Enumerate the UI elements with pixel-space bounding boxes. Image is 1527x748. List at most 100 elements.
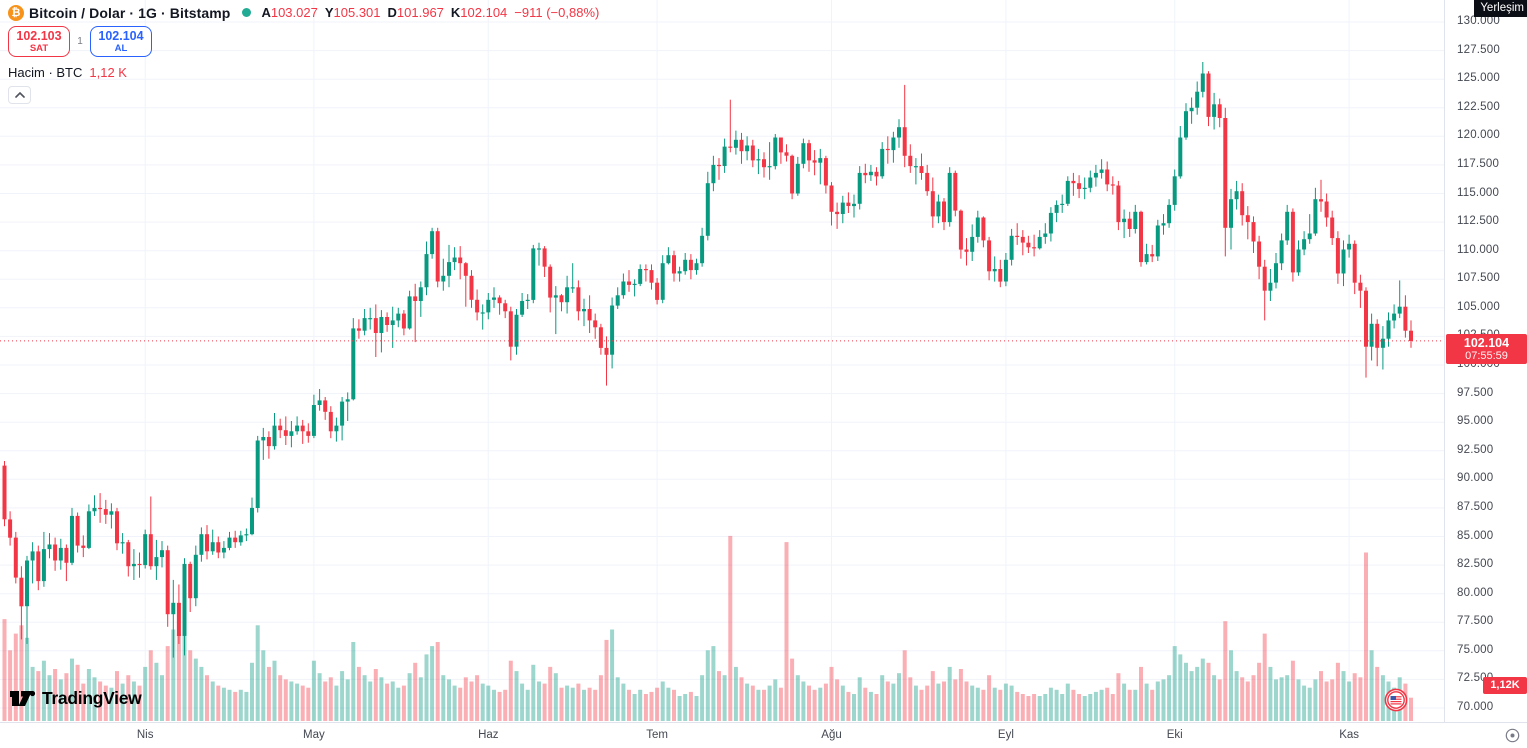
volume-bar bbox=[705, 650, 710, 721]
candle-down bbox=[587, 309, 592, 321]
candle-up bbox=[525, 299, 530, 301]
volume-bar bbox=[289, 681, 294, 721]
candle-down bbox=[672, 255, 676, 274]
volume-bar bbox=[745, 683, 750, 721]
candle-down bbox=[1335, 238, 1340, 274]
candle-up bbox=[1313, 199, 1318, 234]
candle-up bbox=[430, 231, 435, 255]
volume-bar bbox=[306, 687, 311, 721]
volume-bar bbox=[1268, 666, 1273, 721]
candle-up bbox=[1172, 176, 1177, 205]
candle-wick bbox=[915, 158, 917, 185]
volume-bar bbox=[216, 685, 221, 721]
candle-up bbox=[1341, 249, 1346, 274]
candle-down bbox=[874, 171, 879, 177]
volume-bar bbox=[1122, 683, 1127, 721]
volume-bar bbox=[1358, 677, 1363, 721]
candle-up bbox=[677, 271, 682, 274]
volume-bar bbox=[373, 669, 378, 721]
volume-indicator-row[interactable]: Hacim · BTC 1,12 K bbox=[8, 65, 599, 80]
candle-wick bbox=[1016, 223, 1018, 245]
volume-bar bbox=[942, 681, 946, 721]
candle-down bbox=[548, 266, 553, 298]
candle-up bbox=[368, 318, 373, 320]
symbol-title[interactable]: Bitcoin / Dolar · 1G · Bitstamp bbox=[29, 4, 231, 21]
volume-bar bbox=[835, 679, 840, 721]
volume-bar bbox=[1409, 697, 1413, 721]
candle-down bbox=[413, 296, 418, 301]
candle-up bbox=[1144, 254, 1149, 263]
volume-bar bbox=[795, 675, 800, 721]
volume-bar bbox=[576, 683, 581, 721]
buy-button[interactable]: 102.104 AL bbox=[90, 26, 152, 57]
candle-up bbox=[1268, 282, 1273, 291]
candle-up bbox=[58, 547, 63, 561]
candle-up bbox=[171, 602, 176, 615]
volume-bar bbox=[852, 694, 856, 721]
candle-up bbox=[311, 405, 316, 436]
volume-bar bbox=[964, 681, 969, 721]
volume-bar bbox=[1274, 679, 1278, 721]
time-axis[interactable]: Nis May Haz Tem Ağu Eyl Eki Kas bbox=[0, 722, 1527, 748]
volume-bar bbox=[205, 675, 209, 721]
volume-bar bbox=[559, 687, 564, 721]
collapse-legend-button[interactable] bbox=[8, 86, 31, 104]
candle-down bbox=[508, 311, 513, 347]
candle-down bbox=[1077, 183, 1082, 189]
month-tick: Nis bbox=[136, 729, 154, 741]
candle-up bbox=[1229, 199, 1233, 228]
price-tick: 82.500 bbox=[1457, 558, 1494, 571]
volume-bar bbox=[1302, 685, 1307, 721]
candle-up bbox=[1279, 240, 1284, 264]
volume-bar bbox=[295, 683, 300, 721]
volume-bar bbox=[649, 691, 654, 721]
candle-up bbox=[334, 425, 339, 432]
volume-bar bbox=[244, 691, 249, 721]
volume-bar bbox=[323, 681, 328, 721]
candle-up bbox=[160, 550, 164, 558]
candle-up bbox=[711, 164, 716, 184]
candle-up bbox=[1195, 91, 1200, 108]
candle-wick bbox=[819, 148, 821, 185]
volume-bar bbox=[570, 687, 575, 721]
volume-bar bbox=[829, 666, 834, 721]
candle-up bbox=[897, 127, 901, 138]
candle-down bbox=[1403, 306, 1408, 331]
candle-down bbox=[1127, 218, 1132, 229]
volume-bar bbox=[1335, 662, 1340, 721]
candle-down bbox=[908, 155, 913, 167]
current-price-label: 102.104 07:55:59 bbox=[1446, 333, 1527, 364]
layout-tooltip: Yerleşim bbox=[1474, 0, 1527, 17]
volume-bar bbox=[694, 696, 699, 721]
price-axis[interactable]: 102.104 07:55:59 1,12K 130.000 127.500 125… bbox=[1444, 0, 1527, 722]
economic-event-flag-icon[interactable] bbox=[1384, 688, 1408, 712]
sell-button[interactable]: 102.103 SAT bbox=[8, 26, 70, 57]
tradingview-watermark[interactable]: TradingView bbox=[10, 688, 142, 709]
scales-settings-icon[interactable] bbox=[1504, 727, 1521, 744]
candle-wick bbox=[1399, 280, 1401, 319]
candle-wick bbox=[1033, 234, 1035, 257]
candle-down bbox=[1217, 104, 1222, 118]
candle-up bbox=[480, 312, 485, 314]
candle-up bbox=[143, 534, 148, 566]
candle-wick bbox=[679, 266, 681, 282]
candle-down bbox=[750, 145, 755, 161]
price-tick: 105.000 bbox=[1457, 300, 1500, 313]
candle-down bbox=[36, 551, 41, 582]
candle-up bbox=[840, 202, 845, 214]
volume-bar bbox=[537, 681, 541, 721]
market-status-icon[interactable] bbox=[242, 8, 252, 17]
volume-bar bbox=[970, 685, 975, 721]
volume-bar bbox=[182, 631, 187, 721]
candle-down bbox=[604, 347, 609, 355]
price-change: −911 (−0,88%) bbox=[514, 5, 600, 20]
candle-down bbox=[728, 146, 733, 148]
candle-up bbox=[666, 255, 671, 264]
volume-bar bbox=[582, 689, 586, 721]
chart-area[interactable] bbox=[0, 0, 1444, 722]
volume-bar bbox=[739, 677, 744, 721]
candle-up bbox=[1009, 235, 1014, 260]
volume-bar bbox=[1133, 689, 1138, 721]
volume-bar bbox=[210, 681, 215, 721]
candle-down bbox=[205, 534, 209, 552]
